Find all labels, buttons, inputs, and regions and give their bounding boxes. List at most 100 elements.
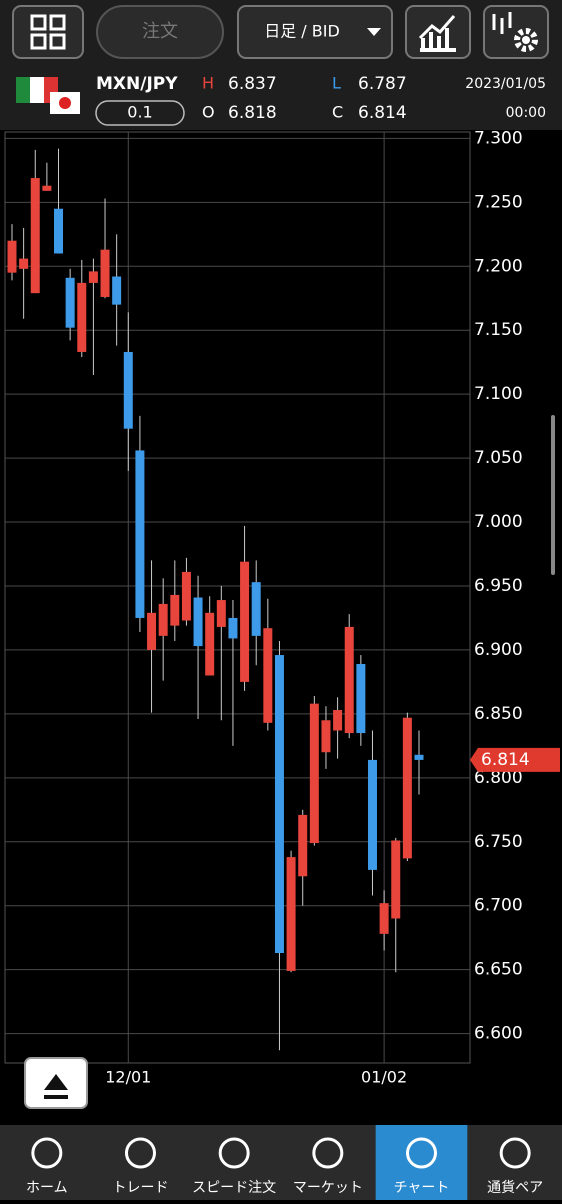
collapse-button[interactable] — [24, 1057, 88, 1109]
nav-item[interactable]: マーケット — [293, 1137, 363, 1196]
indicator-button[interactable] — [405, 5, 471, 59]
candle-body — [379, 903, 389, 934]
close: 6.814 — [358, 103, 407, 123]
y-tick-label: 6.800 — [474, 768, 523, 788]
candle-body — [356, 664, 366, 734]
candle-body — [367, 759, 377, 870]
y-tick-label: 7.050 — [474, 448, 523, 468]
pair: MXN/JPY — [96, 74, 178, 94]
candle-body — [77, 282, 87, 352]
nav-label[interactable]: 通貨ペア — [487, 1179, 543, 1196]
candle-body — [309, 703, 319, 844]
timeframe-label[interactable]: 日足 / BID — [264, 22, 340, 41]
candle-body — [391, 840, 401, 919]
candle-body — [286, 857, 296, 971]
candle-body — [112, 276, 122, 305]
candle-body — [414, 754, 424, 760]
candle-body — [135, 450, 145, 618]
high-label: H — [202, 74, 214, 93]
y-tick-label: 7.000 — [474, 512, 523, 532]
candle-body — [216, 600, 226, 627]
candle-body — [298, 814, 308, 877]
close-label: C — [332, 103, 343, 122]
date: 2023/01/05 — [465, 76, 546, 92]
plot: 7.300 7.250 7.200 7.150 7.100 7.050 7.000 6.950… — [5, 128, 523, 1063]
candle-body — [123, 351, 133, 429]
plot-area — [4, 131, 471, 1064]
candle-body — [193, 597, 203, 647]
nav-item[interactable]: チャート — [394, 1137, 450, 1196]
x-tick-label: 01/02 — [361, 1068, 407, 1087]
nav-item[interactable]: トレード — [113, 1137, 169, 1196]
nav-label[interactable]: ホーム — [26, 1180, 68, 1196]
y-tick-label: 6.950 — [474, 576, 523, 596]
y-tick-label: 6.600 — [474, 1024, 523, 1044]
nav-icon — [499, 1137, 531, 1169]
nav-icon — [125, 1137, 156, 1169]
flags — [16, 77, 80, 114]
candle-body — [228, 617, 238, 639]
candle-body — [240, 561, 250, 682]
nav-icon — [218, 1137, 250, 1169]
candle-body — [88, 271, 98, 283]
candle-body — [7, 240, 17, 273]
y-tick-label: 7.100 — [474, 384, 523, 404]
y-tick-label: 6.850 — [474, 704, 523, 724]
nav-icon — [312, 1137, 344, 1169]
y-tick-label: 7.300 — [474, 128, 523, 148]
low: 6.787 — [358, 74, 407, 94]
candle-body — [333, 710, 343, 731]
nav-label[interactable]: マーケット — [293, 1180, 363, 1196]
candle-body — [344, 626, 354, 734]
candle-body — [274, 655, 284, 954]
candle-body — [54, 208, 64, 254]
candle-body — [205, 612, 215, 676]
price-tag-label: 6.814 — [481, 750, 530, 770]
open: 6.818 — [228, 103, 277, 123]
x-tick-label: 12/01 — [105, 1068, 151, 1087]
nav-item[interactable]: スピード注文 — [192, 1137, 276, 1196]
nav-item[interactable]: ホーム — [26, 1137, 68, 1196]
y-tick-label: 7.150 — [474, 320, 523, 340]
candle-body — [263, 628, 273, 723]
y-tick-label: 6.700 — [474, 896, 523, 916]
candle-body — [30, 178, 40, 294]
nav-items: ホーム トレード スピード注文 マーケット チャート 通貨ペア — [26, 1125, 543, 1200]
candle-body — [402, 717, 412, 859]
high: 6.837 — [228, 74, 277, 94]
candle-body — [251, 582, 261, 636]
candle-body — [158, 603, 168, 636]
open-label: O — [202, 103, 215, 122]
layout-button[interactable] — [12, 5, 84, 59]
settings-button[interactable] — [483, 5, 549, 59]
lot[interactable]: 0.1 — [127, 103, 152, 122]
lot-box[interactable] — [95, 100, 185, 126]
nav-icon — [31, 1137, 63, 1169]
candle-body — [321, 720, 331, 753]
nav-label[interactable]: チャート — [394, 1180, 450, 1196]
candle-body — [19, 258, 29, 269]
y-tick-label: 7.200 — [474, 256, 523, 276]
y-tick-label: 7.250 — [474, 192, 523, 212]
y-tick-label: 6.750 — [474, 832, 523, 852]
order-button[interactable] — [96, 5, 224, 59]
price-tag — [470, 747, 560, 772]
candle-body — [42, 185, 52, 191]
candle-body — [170, 594, 180, 626]
nav-label[interactable]: スピード注文 — [192, 1180, 276, 1196]
time: 00:00 — [506, 105, 546, 121]
nav-bar — [0, 1125, 562, 1200]
order-button-label[interactable]: 注文 — [142, 21, 178, 42]
y-tick-label: 6.900 — [474, 640, 523, 660]
nav-item[interactable]: 通貨ペア — [487, 1137, 543, 1196]
candle-body — [181, 571, 191, 621]
dropdown-arrow — [367, 28, 381, 36]
timeframe-select[interactable] — [237, 5, 393, 59]
scrollbar — [551, 415, 555, 575]
candle-body — [65, 277, 75, 328]
nav-icon — [406, 1137, 437, 1169]
nav-label[interactable]: トレード — [113, 1180, 169, 1196]
candle-body — [147, 612, 157, 650]
